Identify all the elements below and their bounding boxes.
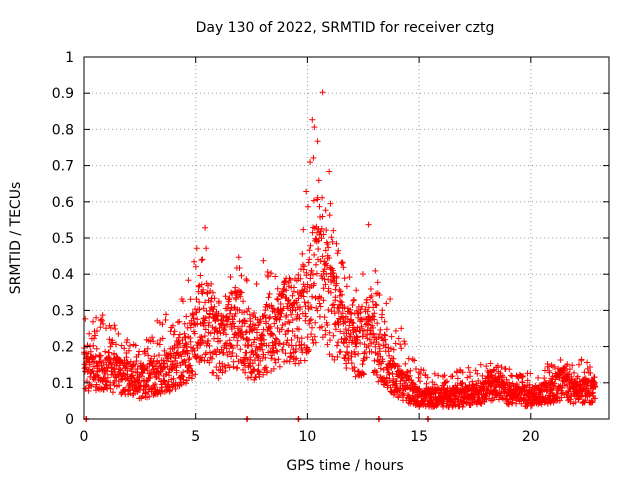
x-axis-label: GPS time / hours [286,458,403,474]
y-tick-label: 0.2 [52,340,74,356]
grid-lines [84,57,609,419]
x-tick-label: 5 [191,429,200,445]
y-tick-label: 0.3 [52,303,74,319]
srmtid-points [81,89,599,410]
y-axis-label: SRMTID / TECUs [8,182,24,295]
y-tick-label: 0 [65,412,74,428]
plot-frame [83,56,610,420]
chart-title: Day 130 of 2022, SRMTID for receiver czt… [196,20,495,36]
y-tick-label: 0.1 [52,376,74,392]
x-tick-label: 10 [298,429,316,445]
y-tick-label: 0.6 [52,195,74,211]
x-tick-label: 20 [522,429,540,445]
x-tick-label: 15 [410,429,428,445]
y-tick-label: 0.5 [52,231,74,247]
y-tick-label: 1 [65,50,74,66]
y-tick-label: 0.7 [52,159,74,175]
axis-ticks: 00.10.20.30.40.50.60.70.80.910 5 10 15 20 [52,50,609,445]
y-tick-label: 0.8 [52,122,74,138]
y-tick-label: 0.9 [52,86,74,102]
y-tick-label: 0.4 [52,267,74,283]
x-tick-label: 0 [80,429,89,445]
data-points [81,89,599,422]
